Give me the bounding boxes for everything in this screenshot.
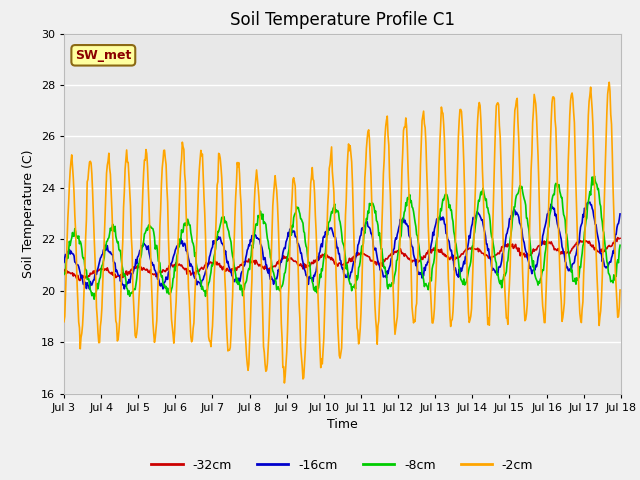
Title: Soil Temperature Profile C1: Soil Temperature Profile C1: [230, 11, 455, 29]
Legend: -32cm, -16cm, -8cm, -2cm: -32cm, -16cm, -8cm, -2cm: [147, 454, 538, 477]
X-axis label: Time: Time: [327, 418, 358, 431]
Text: SW_met: SW_met: [75, 49, 131, 62]
Y-axis label: Soil Temperature (C): Soil Temperature (C): [22, 149, 35, 278]
